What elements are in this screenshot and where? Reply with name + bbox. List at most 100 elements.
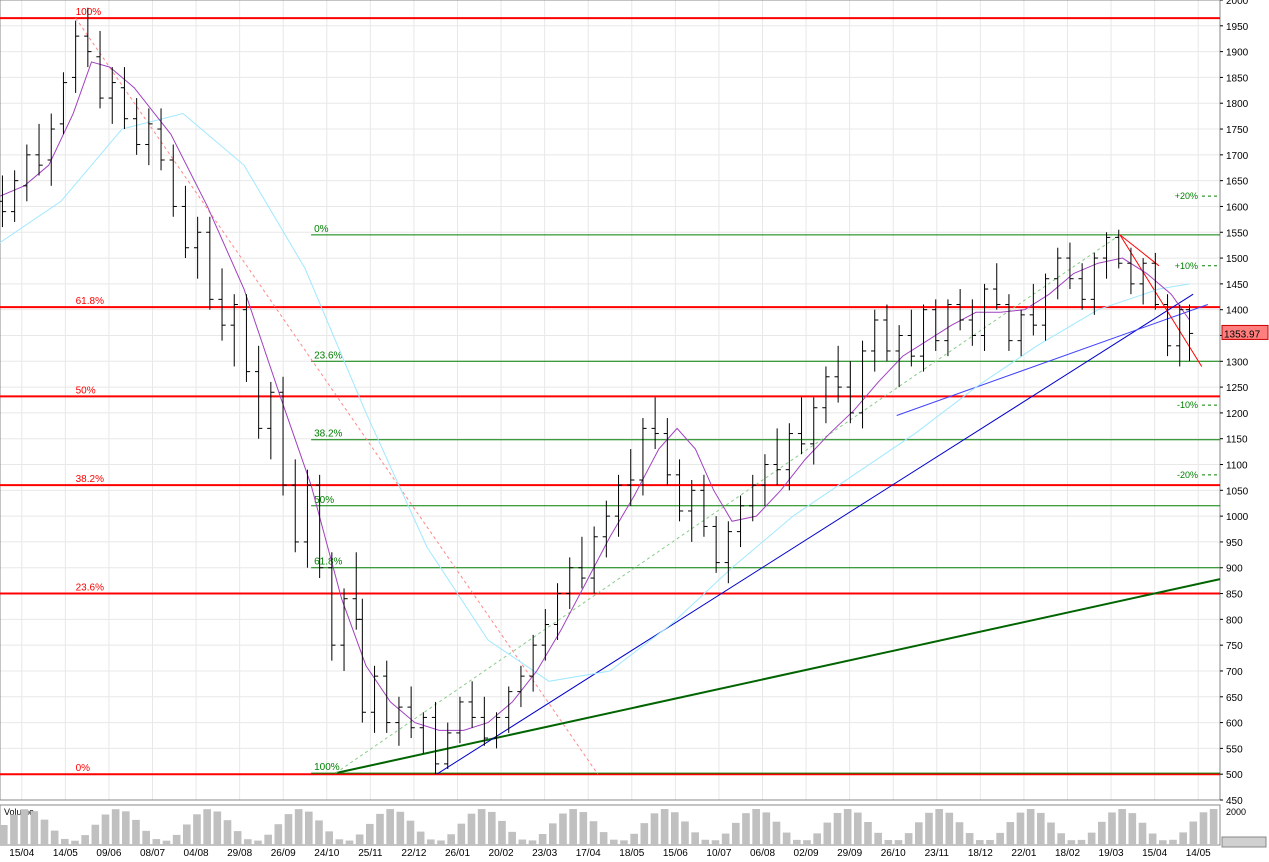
x-axis-label: 26/10 [881, 848, 906, 859]
volume-bar [173, 835, 181, 845]
volume-bar [20, 809, 28, 845]
y-axis-label: 850 [1226, 590, 1243, 601]
volume-bar [1108, 812, 1116, 845]
volume-bar [498, 821, 506, 845]
volume-bar [630, 834, 638, 845]
volume-bar [895, 840, 903, 845]
price-chart[interactable]: 0%23.6%38.2%50%61.8%100%0%23.6%38.2%50%6… [0, 0, 1269, 862]
fib-red-label: 50% [76, 385, 96, 396]
volume-bar [905, 833, 913, 845]
volume-bar [142, 831, 150, 845]
volume-bar [885, 840, 893, 845]
volume-bar [244, 839, 252, 845]
volume-bar [1027, 809, 1035, 845]
volume-bar [813, 833, 821, 845]
scroll-thumb[interactable] [1222, 837, 1266, 847]
y-axis-label: 1200 [1226, 409, 1249, 420]
volume-bar [417, 832, 425, 845]
y-axis-label: 750 [1226, 641, 1243, 652]
volume-bar [976, 840, 984, 845]
volume-bar [1179, 832, 1187, 845]
y-axis-label: 650 [1226, 693, 1243, 704]
volume-bar [966, 833, 974, 845]
volume-bar [1139, 823, 1147, 845]
x-axis-label: 18/05 [619, 848, 644, 859]
y-axis-label: 950 [1226, 538, 1243, 549]
volume-bar [285, 814, 293, 845]
volume-bar [437, 840, 445, 845]
volume-bar [447, 834, 455, 845]
volume-bar [234, 831, 242, 845]
volume-bar [407, 821, 415, 845]
volume-bar [529, 840, 537, 845]
x-axis-label: 18/12 [968, 848, 993, 859]
x-axis-label: 22/01 [1011, 848, 1036, 859]
volume-label: Volume [4, 807, 34, 817]
volume-bar [1057, 833, 1065, 845]
y-axis-label: 550 [1226, 744, 1243, 755]
y-axis-label: 1750 [1226, 125, 1249, 136]
y-axis-label: 1400 [1226, 306, 1249, 317]
y-axis-label: 2000 [1226, 0, 1249, 7]
volume-bar [915, 822, 923, 845]
volume-bar [356, 834, 364, 845]
volume-bar [254, 841, 262, 845]
y-axis-label: 1700 [1226, 151, 1249, 162]
volume-bar [549, 823, 557, 845]
volume-bar [986, 840, 994, 845]
y-axis-label: 700 [1226, 667, 1243, 678]
volume-bar [1118, 809, 1126, 845]
volume-bar [397, 812, 405, 845]
fib-red-label: 23.6% [76, 583, 104, 594]
chart-container: 0%23.6%38.2%50%61.8%100%0%23.6%38.2%50%6… [0, 0, 1269, 862]
volume-bar [61, 839, 69, 845]
volume-bar [712, 840, 720, 845]
x-axis-label: 23/11 [925, 848, 950, 859]
volume-bar [1190, 822, 1198, 845]
volume-bar [102, 814, 110, 845]
volume-bar [773, 822, 781, 845]
volume-bar [651, 813, 659, 845]
fib-green-label: 0% [314, 224, 329, 235]
volume-bar [844, 809, 852, 845]
volume-bar [946, 813, 954, 845]
volume-bar [112, 809, 120, 845]
volume-bar [468, 814, 476, 845]
fib-red-label: 38.2% [76, 474, 104, 485]
y-axis-label: 1100 [1226, 461, 1248, 472]
x-axis-label: 15/06 [663, 848, 688, 859]
volume-bar [874, 833, 882, 845]
volume-bar [783, 833, 791, 845]
x-axis-label: 19/03 [1099, 848, 1124, 859]
volume-bar [752, 809, 760, 845]
volume-bar [1159, 840, 1167, 845]
fib-red-label: 100% [76, 7, 102, 18]
fib-green-label: 38.2% [314, 429, 342, 440]
volume-bar [1088, 833, 1096, 845]
x-axis-label: 22/12 [401, 848, 426, 859]
volume-bar [386, 809, 394, 845]
x-axis-label: 15/04 [1142, 848, 1167, 859]
fib-green-label: 23.6% [314, 350, 342, 361]
volume-bar [569, 809, 577, 845]
x-axis-label: 02/09 [794, 848, 819, 859]
volume-bar [854, 813, 862, 845]
y-axis-label: 1500 [1226, 254, 1249, 265]
y-axis-label: 1150 [1226, 435, 1248, 446]
last-price-value: 1353.97 [1224, 329, 1261, 340]
volume-bar [214, 811, 222, 845]
fib-green-label: 61.8% [314, 557, 342, 568]
volume-bar [31, 811, 39, 845]
volume-bar [153, 839, 161, 845]
volume-bar [935, 809, 943, 845]
volume-bar [580, 812, 588, 845]
volume-bar [1017, 813, 1025, 845]
volume-bar [732, 823, 740, 845]
volume-bar [183, 824, 191, 845]
volume-bar [519, 840, 527, 845]
volume-bar [610, 840, 618, 845]
volume-bar [661, 809, 669, 845]
volume-bar [376, 814, 384, 845]
volume-bar [10, 815, 18, 845]
y-axis-label: 1950 [1226, 22, 1249, 33]
